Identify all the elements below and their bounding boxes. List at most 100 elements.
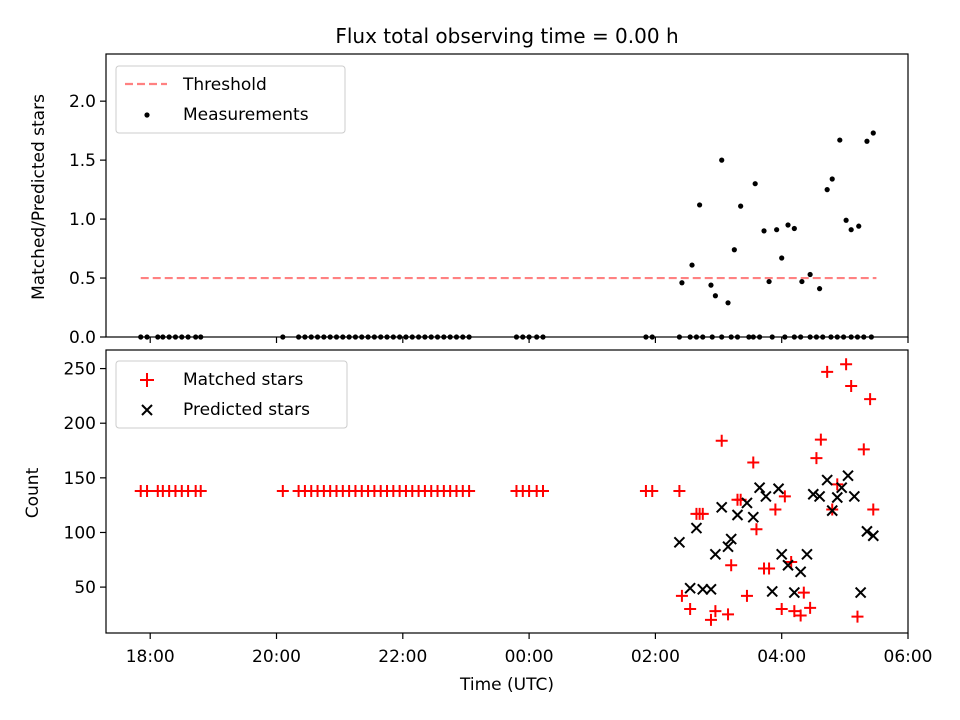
measurement-point	[807, 334, 813, 340]
measurement-point	[840, 334, 847, 340]
predicted-star-point	[813, 490, 826, 503]
measurements-legend-label: Measurements	[183, 105, 309, 125]
matched-star-point	[536, 484, 549, 497]
matched-star-point	[810, 452, 823, 465]
matched-star-point	[715, 434, 728, 447]
measurement-point	[422, 334, 428, 340]
predicted-star-point	[753, 481, 766, 494]
measurement-point	[769, 334, 775, 340]
measurement-point	[540, 334, 546, 340]
measurement-point	[843, 217, 849, 223]
matched-star-point	[775, 602, 788, 615]
measurement-point	[198, 334, 204, 340]
predicted-star-point	[835, 481, 848, 494]
matched-legend-swatch	[140, 373, 154, 387]
x-tick-label: 18:00	[126, 647, 175, 667]
measurement-point	[679, 280, 685, 286]
matched-star-point	[845, 380, 858, 393]
measurement-point	[384, 334, 390, 340]
top-legend-box	[115, 65, 346, 134]
plot-frame	[105, 53, 909, 338]
measurement-point	[829, 176, 835, 182]
matched-star-point	[857, 443, 870, 456]
matched-star-point	[797, 586, 810, 599]
measurement-point	[756, 334, 763, 340]
measurement-point	[314, 334, 321, 340]
matched-star-point	[646, 484, 659, 497]
measurement-point	[725, 300, 731, 306]
predicted-star-point	[709, 548, 722, 561]
measurement-point	[779, 255, 785, 261]
predicted-star-point	[861, 525, 873, 538]
matched-legend-label: Matched stars	[183, 370, 303, 390]
predicted-star-point	[867, 530, 879, 542]
measurement-point	[138, 334, 144, 340]
measurement-point	[766, 278, 772, 285]
measurement-point	[434, 334, 441, 340]
measurement-point	[868, 334, 874, 340]
measurement-point	[453, 334, 460, 340]
measurement-point	[513, 334, 520, 340]
matched-star-point	[867, 503, 880, 516]
measurement-point	[856, 223, 862, 229]
matched-star-point	[864, 393, 877, 406]
measurement-point	[693, 334, 700, 340]
measurement-point	[321, 334, 327, 340]
measurement-point	[327, 334, 333, 340]
measurement-point	[813, 334, 820, 340]
measurement-point	[144, 334, 150, 340]
matched-star-point	[684, 602, 697, 615]
measurement-point	[791, 334, 797, 340]
measurement-point	[526, 334, 532, 340]
chart-title: Flux total observing time = 0.00 h	[335, 24, 678, 48]
measurement-point	[441, 334, 447, 340]
y-tick-label: 250	[64, 360, 96, 380]
predicted-star-point	[831, 491, 843, 504]
measurement-point	[848, 227, 854, 233]
x-tick-label: 04:00	[757, 647, 806, 667]
measurement-point	[352, 334, 359, 340]
x-tick-label: 22:00	[378, 647, 427, 667]
measurement-point	[166, 334, 172, 340]
predicted-star-point	[782, 559, 794, 571]
measurement-point	[738, 203, 744, 209]
measurement-point	[697, 202, 703, 208]
matched-star-point	[722, 608, 735, 621]
predicted-star-point	[716, 501, 728, 514]
matched-star-point	[463, 484, 476, 497]
y-tick-label: 200	[64, 414, 96, 434]
bottom-legend: Matched stars Predicted stars	[115, 360, 348, 429]
measurement-point	[333, 334, 340, 340]
predicted-star-point	[725, 533, 737, 545]
measurement-point	[390, 334, 396, 340]
predicted-star-point	[772, 483, 785, 495]
measurement-point	[774, 227, 780, 233]
predicted-star-point	[794, 566, 807, 578]
predicted-star-point	[690, 522, 703, 534]
predicted-star-point	[788, 586, 801, 599]
matched-star-point	[840, 358, 853, 371]
matched-star-point	[794, 609, 807, 622]
measurement-point	[397, 334, 403, 340]
x-tick-label: 02:00	[631, 647, 680, 667]
measurement-point	[643, 334, 649, 340]
measurement-point	[864, 138, 870, 144]
predicted-star-point	[705, 583, 717, 596]
measurement-point	[185, 334, 191, 340]
measurement-point	[649, 334, 655, 340]
bottom-legend-box	[115, 360, 348, 429]
top-panel: 0.0 0.5 1.0 1.5 2.0	[69, 53, 909, 348]
measurement-point	[719, 157, 725, 163]
measurement-point	[870, 130, 876, 136]
y-tick-label: 100	[64, 523, 96, 543]
measurement-point	[785, 222, 791, 228]
predicted-star-point	[775, 548, 788, 561]
measurement-point	[687, 334, 693, 340]
measurement-point	[676, 334, 682, 340]
predicted-star-point	[826, 504, 838, 517]
measurement-point	[734, 334, 741, 340]
measurement-point	[179, 334, 185, 340]
measurement-point	[807, 271, 813, 278]
measurement-point	[460, 334, 466, 340]
